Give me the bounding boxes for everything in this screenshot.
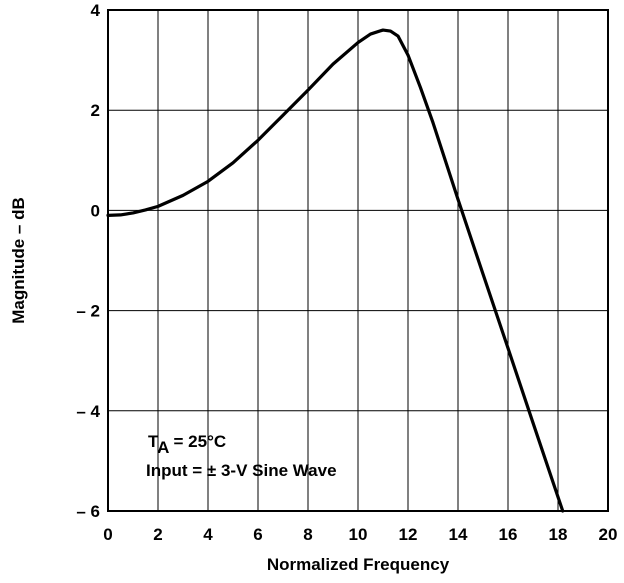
y-axis-ticks: – 6 – 4 – 2 0 2 4 xyxy=(76,1,100,521)
y-tick-label: 2 xyxy=(91,101,100,120)
x-axis-ticks: 0 2 4 6 8 10 12 14 16 18 20 xyxy=(103,525,617,544)
temperature-value: = 25°C xyxy=(169,432,226,451)
x-axis-label: Normalized Frequency xyxy=(267,555,450,574)
x-tick-label: 20 xyxy=(599,525,618,544)
series-line xyxy=(106,28,565,513)
x-tick-label: 14 xyxy=(449,525,468,544)
y-tick-label: 0 xyxy=(91,201,100,220)
input-annotation: Input = ± 3-V Sine Wave xyxy=(146,461,337,480)
x-tick-label: 2 xyxy=(153,525,162,544)
plot-frame xyxy=(107,9,609,512)
x-tick-label: 6 xyxy=(253,525,262,544)
x-tick-label: 8 xyxy=(303,525,312,544)
y-axis-label: Magnitude – dB xyxy=(9,197,28,324)
y-tick-label: – 4 xyxy=(76,402,100,421)
x-tick-label: 16 xyxy=(499,525,518,544)
x-tick-label: 12 xyxy=(399,525,418,544)
x-tick-label: 0 xyxy=(103,525,112,544)
y-tick-label: – 6 xyxy=(76,502,100,521)
x-tick-label: 4 xyxy=(203,525,213,544)
temperature-symbol: T xyxy=(148,432,159,451)
temperature-subscript: A xyxy=(157,438,169,457)
temperature-annotation: TA = 25°C xyxy=(148,432,226,457)
x-tick-label: 10 xyxy=(349,525,368,544)
grid xyxy=(108,10,608,511)
y-tick-label: – 2 xyxy=(76,302,100,321)
y-tick-label: 4 xyxy=(91,1,101,20)
x-tick-label: 18 xyxy=(549,525,568,544)
